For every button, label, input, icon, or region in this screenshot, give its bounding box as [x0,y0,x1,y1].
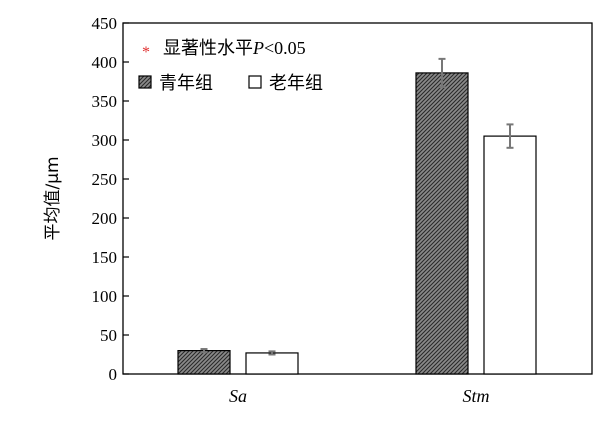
y-tick-label: 100 [92,287,118,306]
y-axis-label: 平均值/μm [43,156,63,240]
y-tick-label: 200 [92,209,118,228]
y-tick-label: 250 [92,170,118,189]
y-tick-label: 300 [92,131,118,150]
legend-swatch-series-1 [138,75,152,89]
legend-label-series-2: 老年组 [269,73,323,94]
y-tick-label: 150 [92,248,118,267]
p-symbol: P [252,38,264,58]
p-condition: <0.05 [264,38,306,58]
bar-sa-series-2 [245,352,299,375]
y-tick-label: 350 [92,92,118,111]
y-tick-label: 50 [100,326,117,345]
bar-stm-series-1 [415,72,469,375]
legend-swatch-series-2 [248,75,262,89]
bar-sa-series-1 [177,350,231,375]
significance-note: 显著性水平P<0.05 [163,38,306,59]
bar-stm-series-2 [483,135,537,375]
plot-frame [122,22,593,375]
y-tick-label: 450 [92,14,118,33]
significance-marker: * [142,44,150,61]
y-tick-label: 0 [109,365,118,384]
y-tick-label: 400 [92,53,118,72]
x-category-label: Stm [463,386,490,406]
legend-label-series-1: 青年组 [159,73,213,94]
x-category-label: Sa [229,386,247,406]
significance-text: 显著性水平 [163,38,253,59]
